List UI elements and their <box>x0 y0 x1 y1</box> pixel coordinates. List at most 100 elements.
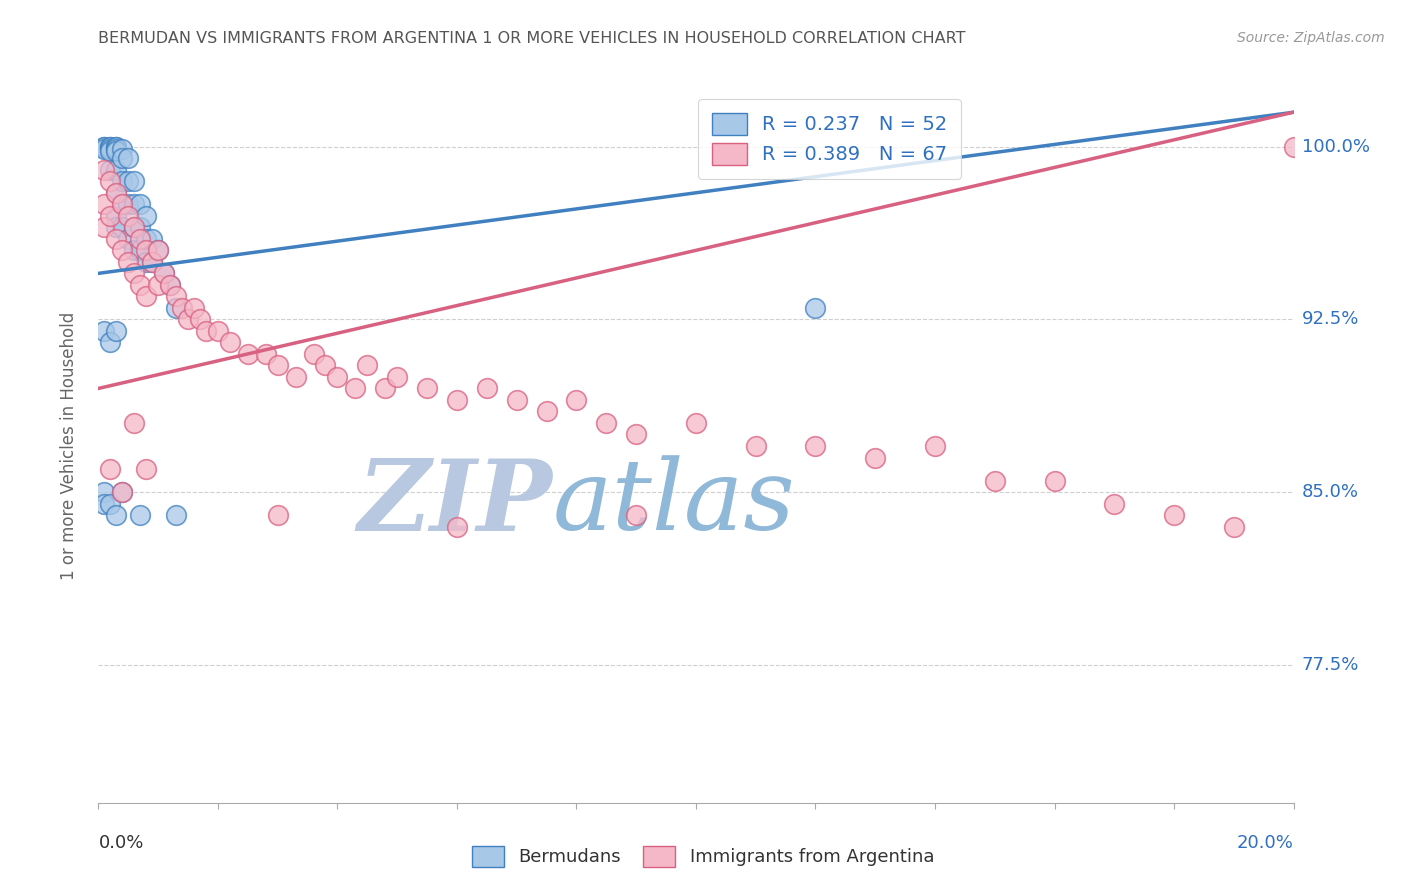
Point <box>565 392 588 407</box>
Point <box>98 462 122 476</box>
Point <box>165 508 187 522</box>
Point <box>254 347 277 361</box>
Point <box>93 140 115 154</box>
Text: 0.0%: 0.0% <box>98 834 143 852</box>
Point <box>111 244 134 258</box>
Point <box>93 497 115 511</box>
Point <box>111 485 134 500</box>
Point <box>98 140 122 154</box>
Point <box>111 197 134 211</box>
Point <box>267 508 290 522</box>
Point <box>135 232 157 246</box>
Point <box>804 301 827 315</box>
Point <box>117 255 139 269</box>
Point <box>135 462 157 476</box>
Point <box>326 370 349 384</box>
Point <box>153 266 176 280</box>
Point <box>129 232 152 246</box>
Text: 77.5%: 77.5% <box>1302 656 1360 673</box>
Point <box>105 209 128 223</box>
Point <box>236 347 259 361</box>
Point <box>105 142 128 156</box>
Point <box>165 289 187 303</box>
Point <box>924 439 946 453</box>
Point <box>141 255 163 269</box>
Point <box>124 416 146 430</box>
Point <box>1223 519 1246 533</box>
Point <box>105 186 128 200</box>
Point <box>105 232 128 246</box>
Point <box>98 142 122 156</box>
Point <box>93 142 115 156</box>
Point <box>624 427 647 442</box>
Point <box>135 289 157 303</box>
Point <box>129 244 152 258</box>
Point <box>129 277 152 292</box>
Text: 100.0%: 100.0% <box>1302 137 1369 156</box>
Point <box>93 220 115 235</box>
Point <box>183 301 205 315</box>
Point <box>111 142 134 156</box>
Point <box>135 255 157 269</box>
Point <box>93 197 115 211</box>
Point <box>1163 508 1185 522</box>
Point <box>315 359 337 373</box>
Point <box>446 392 468 407</box>
Point <box>93 140 115 154</box>
Point <box>111 485 134 500</box>
Point <box>135 244 157 258</box>
Point <box>624 508 647 522</box>
Point <box>98 209 122 223</box>
Point <box>983 474 1005 488</box>
Point <box>129 197 152 211</box>
Point <box>111 220 134 235</box>
Point <box>148 244 170 258</box>
Text: ZIP: ZIP <box>357 455 553 551</box>
Point <box>124 174 146 188</box>
Point <box>141 232 163 246</box>
Point <box>804 439 827 453</box>
Y-axis label: 1 or more Vehicles in Household: 1 or more Vehicles in Household <box>59 312 77 580</box>
Point <box>98 145 122 159</box>
Point <box>117 197 139 211</box>
Point <box>105 140 128 154</box>
Point <box>344 381 367 395</box>
Point <box>865 450 887 465</box>
Point <box>446 519 468 533</box>
Point <box>117 232 139 246</box>
Point <box>536 404 558 418</box>
Point <box>416 381 439 395</box>
Point <box>105 140 128 154</box>
Point <box>159 277 181 292</box>
Text: Source: ZipAtlas.com: Source: ZipAtlas.com <box>1237 31 1385 45</box>
Point <box>267 359 290 373</box>
Point <box>105 186 128 200</box>
Point <box>153 266 176 280</box>
Point <box>98 162 122 177</box>
Point <box>1104 497 1126 511</box>
Point <box>745 439 768 453</box>
Point <box>98 497 122 511</box>
Point <box>385 370 409 384</box>
Point <box>374 381 396 395</box>
Point <box>124 244 146 258</box>
Point <box>93 324 115 338</box>
Point <box>284 370 307 384</box>
Point <box>105 324 128 338</box>
Point <box>207 324 229 338</box>
Legend: R = 0.237   N = 52, R = 0.389   N = 67: R = 0.237 N = 52, R = 0.389 N = 67 <box>699 99 962 178</box>
Point <box>124 266 146 280</box>
Point <box>165 301 187 315</box>
Point <box>111 151 134 165</box>
Point <box>117 151 139 165</box>
Point <box>356 359 378 373</box>
Text: atlas: atlas <box>553 456 796 550</box>
Point <box>105 220 128 235</box>
Point <box>135 209 157 223</box>
Point <box>98 174 122 188</box>
Point <box>93 485 115 500</box>
Point <box>188 312 211 326</box>
Point <box>172 301 194 315</box>
Point <box>141 255 163 269</box>
Point <box>105 145 128 159</box>
